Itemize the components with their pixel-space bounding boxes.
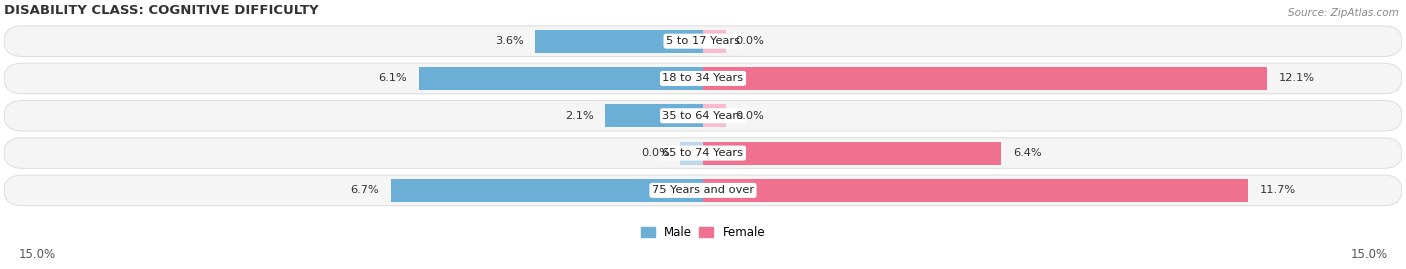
Text: 15.0%: 15.0% [1351, 248, 1388, 261]
Text: 18 to 34 Years: 18 to 34 Years [662, 73, 744, 83]
Bar [703, 67, 1267, 90]
Bar [419, 67, 703, 90]
Bar [703, 141, 1001, 165]
FancyBboxPatch shape [4, 138, 1402, 168]
Bar [605, 104, 703, 127]
Text: 0.0%: 0.0% [735, 111, 765, 121]
Text: Source: ZipAtlas.com: Source: ZipAtlas.com [1288, 8, 1399, 18]
Text: 15.0%: 15.0% [18, 248, 55, 261]
Text: 0.0%: 0.0% [641, 148, 671, 158]
Text: 35 to 64 Years: 35 to 64 Years [662, 111, 744, 121]
Bar [679, 141, 703, 165]
Text: 12.1%: 12.1% [1278, 73, 1315, 83]
FancyBboxPatch shape [4, 175, 1402, 206]
Text: 11.7%: 11.7% [1260, 185, 1296, 195]
Legend: Male, Female: Male, Female [636, 222, 770, 244]
Text: 5 to 17 Years: 5 to 17 Years [666, 36, 740, 46]
Text: 75 Years and over: 75 Years and over [652, 185, 754, 195]
Text: DISABILITY CLASS: COGNITIVE DIFFICULTY: DISABILITY CLASS: COGNITIVE DIFFICULTY [4, 4, 319, 17]
Text: 6.7%: 6.7% [350, 185, 380, 195]
Text: 65 to 74 Years: 65 to 74 Years [662, 148, 744, 158]
Bar [391, 179, 703, 202]
Text: 3.6%: 3.6% [495, 36, 523, 46]
FancyBboxPatch shape [4, 100, 1402, 131]
Bar [536, 30, 703, 53]
FancyBboxPatch shape [4, 63, 1402, 94]
Bar [703, 30, 727, 53]
Text: 2.1%: 2.1% [565, 111, 593, 121]
FancyBboxPatch shape [4, 26, 1402, 56]
Text: 6.4%: 6.4% [1012, 148, 1042, 158]
Bar [703, 179, 1249, 202]
Bar [703, 104, 727, 127]
Text: 0.0%: 0.0% [735, 36, 765, 46]
Text: 6.1%: 6.1% [378, 73, 408, 83]
